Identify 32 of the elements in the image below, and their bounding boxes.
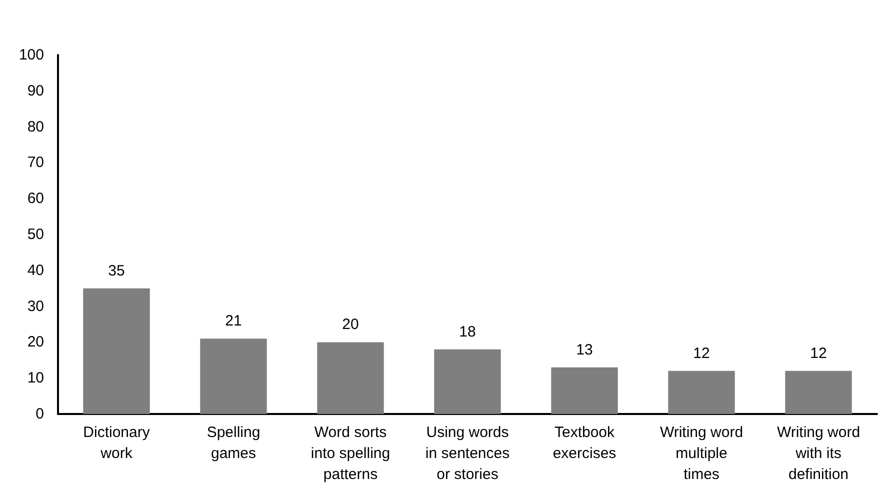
y-tick-label: 80	[27, 118, 44, 136]
bar	[551, 367, 618, 414]
bar	[200, 338, 267, 414]
data-label: 18	[459, 323, 476, 340]
bar	[785, 370, 852, 414]
y-tick-label: 90	[27, 82, 44, 100]
data-label: 35	[108, 262, 125, 280]
y-tick-label: 60	[27, 190, 44, 208]
y-tick-label: 10	[27, 370, 44, 387]
y-tick-label: 30	[27, 298, 44, 315]
data-label: 13	[576, 341, 593, 358]
x-tick-label: Spelling games	[206, 424, 260, 462]
x-tick-label: Using words in sentences or stories	[425, 424, 510, 483]
data-label: 21	[225, 312, 242, 330]
x-tick-label: Writing word multiple times	[660, 424, 744, 483]
x-tick-label: Word sorts into spelling patterns	[310, 424, 390, 483]
y-tick-label: 0	[36, 406, 44, 422]
bar	[83, 288, 150, 414]
data-label: 12	[810, 344, 827, 362]
bar	[668, 370, 735, 414]
y-tick-label: 50	[27, 226, 44, 243]
x-tick-label: Dictionary work	[83, 424, 150, 462]
bar	[434, 349, 501, 414]
data-label: 20	[342, 316, 359, 334]
x-tick-label: Textbook exercises	[552, 424, 616, 462]
y-tick-label: 20	[27, 334, 44, 351]
data-label: 12	[693, 344, 710, 362]
x-tick-label: Writing word with its definition	[776, 424, 860, 483]
y-tick-label: 100	[18, 46, 44, 64]
y-tick-label: 40	[27, 262, 44, 279]
y-tick-label: 70	[27, 154, 44, 172]
bar	[317, 342, 384, 414]
